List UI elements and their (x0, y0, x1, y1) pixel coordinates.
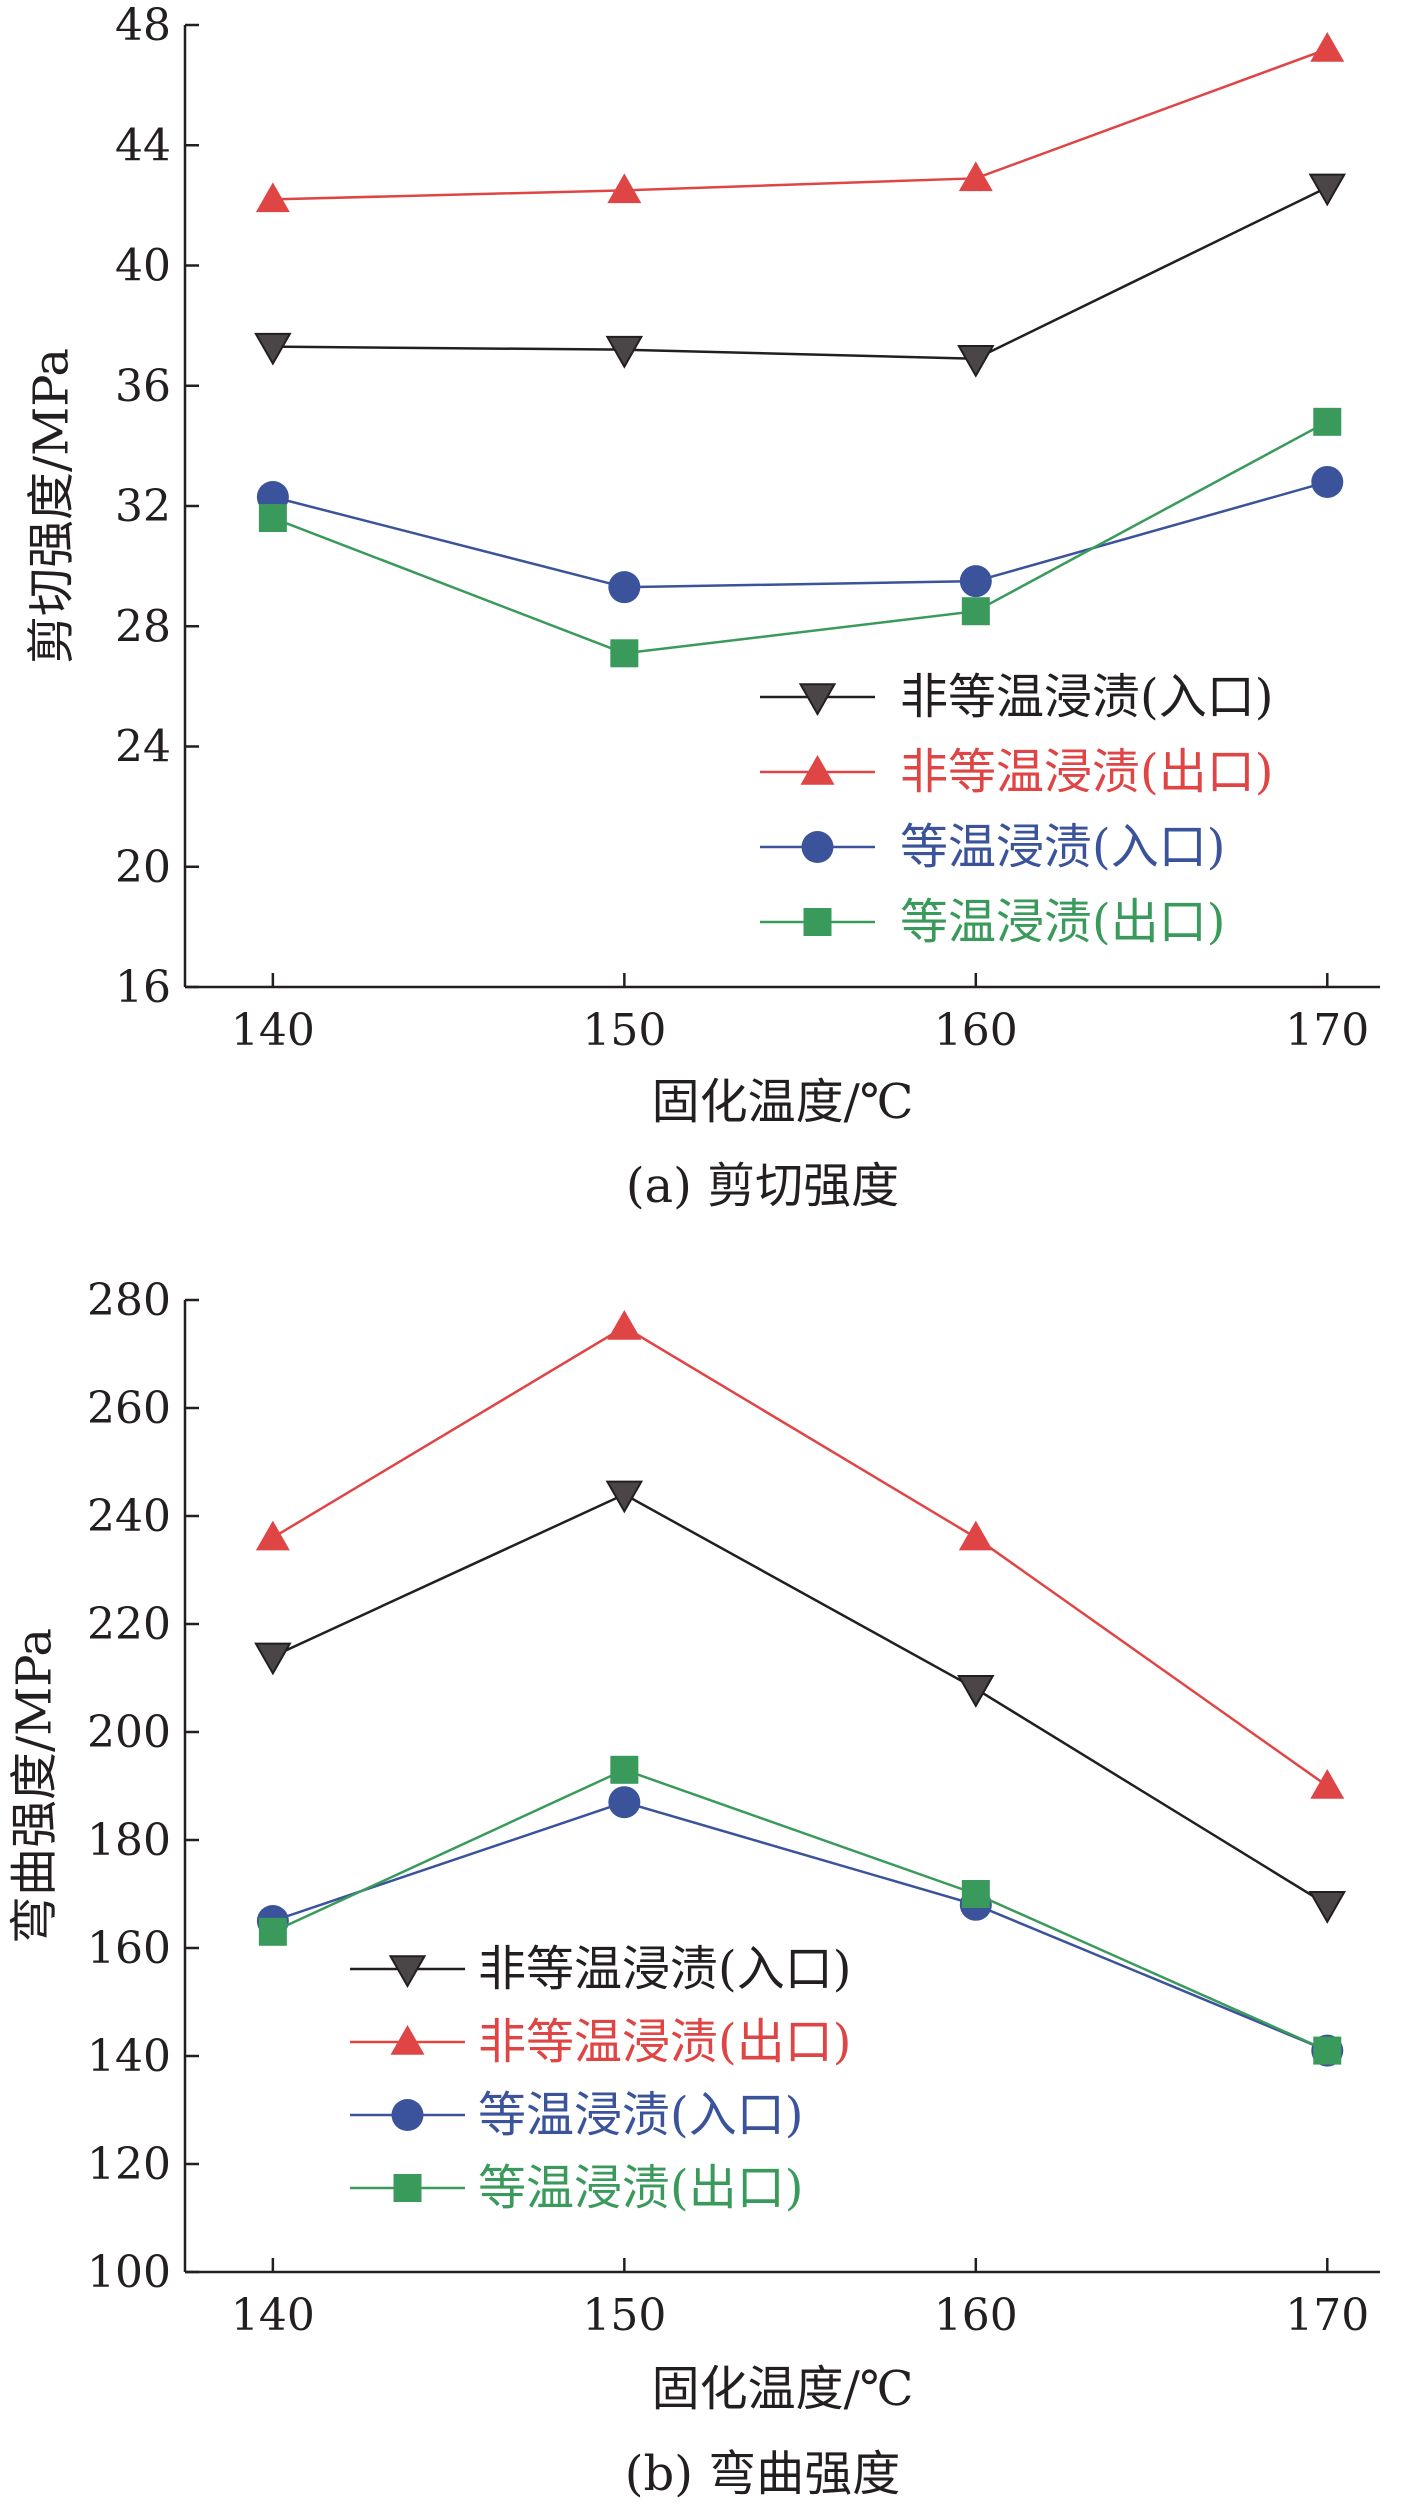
legend-label: 非等温浸渍(出口) (478, 2014, 851, 2070)
series-line (272, 1800, 1328, 2052)
y-tick-label: 240 (87, 1491, 171, 1542)
data-point (605, 1480, 644, 1514)
data-point (1310, 32, 1345, 62)
chart-caption: (b) 弯曲强度 (625, 2446, 900, 2502)
data-point (607, 173, 642, 204)
y-tick-label: 24 (115, 722, 171, 773)
y-tick-label: 32 (115, 481, 171, 532)
legend-marker (801, 831, 834, 863)
y-tick-label: 36 (115, 361, 171, 412)
x-tick-label: 160 (934, 1005, 1018, 1056)
y-tick-label: 260 (87, 1383, 171, 1434)
series-line (272, 480, 1328, 589)
data-point (608, 1786, 641, 1819)
data-point (1313, 2036, 1342, 2065)
x-axis-label: 固化温度/℃ (652, 2361, 914, 2417)
data-point (961, 1880, 990, 1908)
legend-marker (390, 2025, 425, 2055)
y-tick-label: 200 (87, 1707, 171, 1758)
x-tick-label: 160 (934, 2290, 1018, 2341)
series-line (272, 47, 1328, 201)
x-tick-label: 140 (231, 1005, 315, 1056)
legend-label: 非等温浸渍(入口) (478, 1941, 851, 1997)
data-point (605, 335, 644, 369)
x-tick-label: 170 (1285, 2290, 1369, 2341)
y-tick-label: 16 (115, 962, 171, 1013)
x-tick-label: 150 (582, 1005, 666, 1056)
y-tick-label: 140 (87, 2031, 171, 2082)
legend-label: 等温浸渍(出口) (900, 894, 1225, 950)
legend-marker (803, 908, 832, 936)
legend-label: 非等温浸渍(入口) (900, 669, 1273, 725)
legend-marker (388, 1955, 427, 1989)
data-point (254, 332, 292, 366)
data-point (959, 565, 992, 598)
y-tick-label: 280 (87, 1275, 171, 1326)
y-tick-label: 120 (87, 2139, 171, 2190)
series-line (272, 420, 1328, 655)
legend-marker (800, 755, 835, 785)
legend: 非等温浸渍(入口) 非等温浸渍(出口) 等温浸渍(入口) 等温浸渍(出口) (350, 1941, 851, 2216)
legend-label: 非等温浸渍(出口) (900, 744, 1273, 800)
y-tick-label: 40 (115, 241, 171, 292)
legend-marker (393, 2174, 422, 2202)
data-point (255, 182, 290, 213)
chart-panel-shear: 16 20 24 28 32 36 40 44 48 140 150 160 170 固化温度/℃ 剪切强度… (24, 0, 1380, 1214)
series-line (272, 186, 1328, 360)
legend: 非等温浸渍(入口) 非等温浸渍(出口) 等温浸渍(入口) 等温浸渍(出口) (760, 669, 1273, 950)
data-point (1308, 1891, 1347, 1924)
data-point (1313, 407, 1342, 436)
data-point (1310, 1769, 1345, 1799)
series-line (272, 1492, 1328, 1906)
legend-label: 等温浸渍(出口) (478, 2160, 803, 2216)
y-axis-label: 剪切强度/MPa (24, 348, 80, 664)
chart-caption: (a) 剪切强度 (626, 1158, 899, 1214)
data-point (258, 1917, 287, 1946)
legend-label: 等温浸渍(入口) (478, 2087, 803, 2143)
chart-panel-flexural: 100 120 140 160 180 200 220 240 260 280 140 150 160 1… (7, 1275, 1380, 2502)
data-point (957, 344, 995, 378)
data-point (258, 504, 287, 533)
data-point (255, 1520, 290, 1551)
y-tick-label: 180 (87, 1815, 171, 1866)
y-axis-label: 弯曲强度/MPa (7, 1628, 63, 1944)
data-point (957, 1675, 995, 1708)
data-point (958, 161, 993, 192)
data-point (961, 597, 990, 626)
x-tick-label: 140 (231, 2290, 315, 2341)
y-tick-label: 48 (115, 0, 171, 51)
x-tick-label: 170 (1285, 1005, 1369, 1056)
legend-marker (798, 683, 837, 717)
legend-marker (391, 2099, 424, 2131)
legend-label: 等温浸渍(入口) (900, 819, 1225, 875)
data-point (608, 571, 641, 604)
y-tick-label: 20 (115, 842, 171, 893)
data-point (1308, 173, 1347, 207)
series-line (272, 1325, 1329, 1788)
data-point (607, 1310, 642, 1340)
x-tick-label: 150 (582, 2290, 666, 2341)
series-line (272, 1768, 1328, 2052)
data-point (1311, 465, 1344, 498)
x-axis-label: 固化温度/℃ (652, 1074, 914, 1130)
data-point (958, 1520, 993, 1551)
y-tick-label: 220 (87, 1599, 171, 1650)
y-tick-label: 28 (115, 601, 171, 652)
y-tick-label: 100 (87, 2247, 171, 2298)
data-point (610, 1755, 639, 1784)
y-tick-label: 44 (115, 120, 171, 171)
y-tick-label: 160 (87, 1923, 171, 1974)
data-point (254, 1642, 292, 1676)
data-point (610, 639, 639, 668)
